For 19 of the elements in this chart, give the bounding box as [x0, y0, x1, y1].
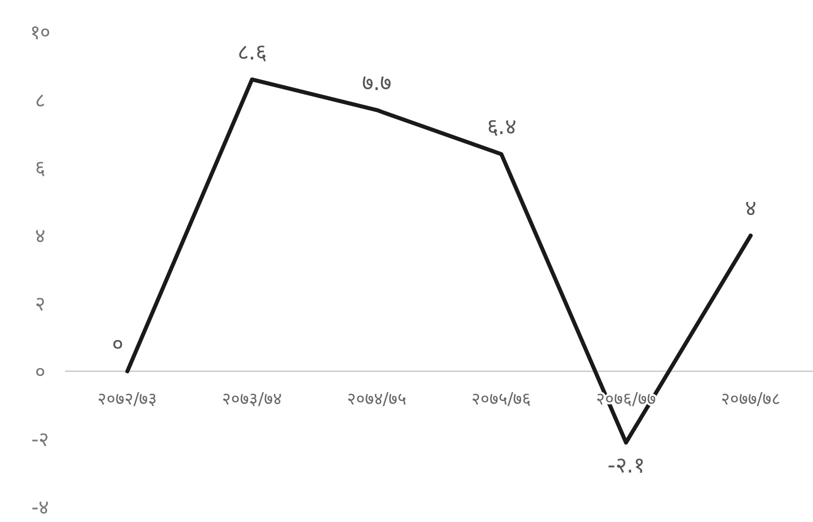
- y-tick-label: २: [35, 291, 45, 316]
- y-tick-label: -२: [31, 427, 49, 452]
- x-tick-label: २०७४/७५: [346, 389, 407, 410]
- x-tick-label: २०७३/७४: [222, 389, 282, 410]
- y-tick-label: १०: [30, 20, 50, 44]
- x-tick-label: २०७७/७८: [720, 389, 781, 410]
- y-tick-label: ६: [35, 156, 45, 180]
- data-label: ८.६: [238, 40, 266, 66]
- data-label: ०: [112, 332, 123, 358]
- data-label: ४: [745, 196, 756, 222]
- data-label: ६.४: [486, 115, 516, 140]
- data-label: -२.१: [608, 454, 644, 479]
- y-tick-label: ४: [35, 224, 45, 248]
- y-tick-label: ८: [35, 88, 45, 112]
- x-tick-label: २०७२/७३: [97, 389, 158, 410]
- y-tick-label: -४: [31, 495, 49, 519]
- y-tick-label: ०: [35, 359, 45, 384]
- x-tick-label: २०७५/७६: [471, 389, 532, 410]
- data-label: ७.७: [362, 71, 392, 96]
